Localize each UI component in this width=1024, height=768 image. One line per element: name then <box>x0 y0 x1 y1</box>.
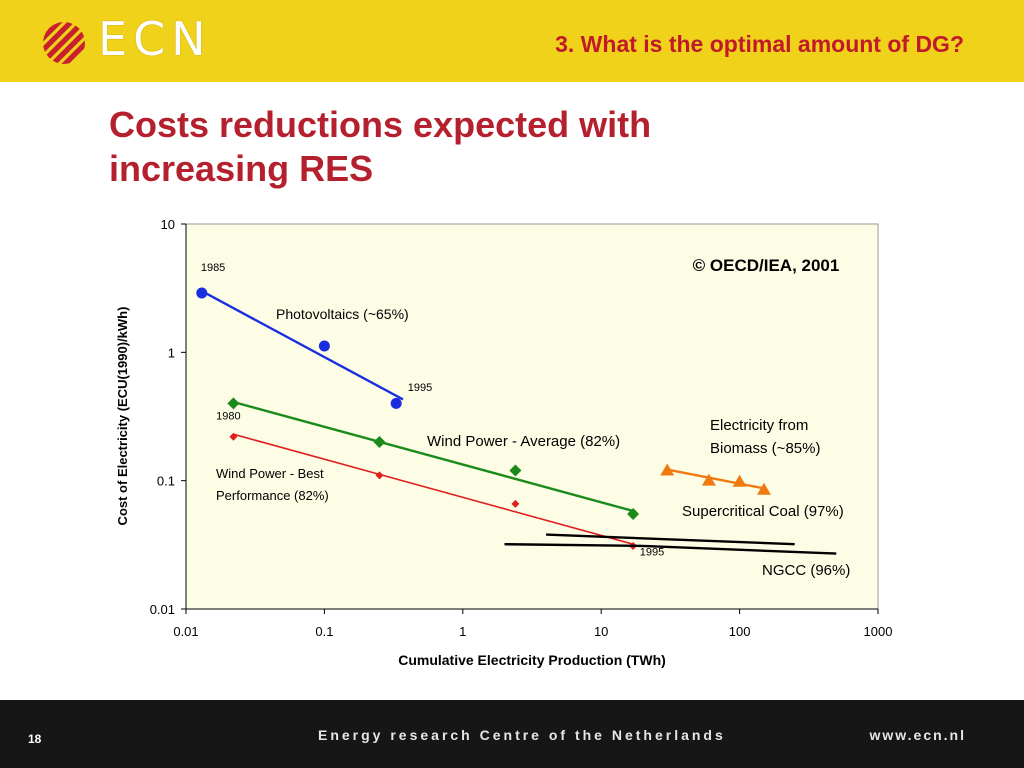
section-title: 3. What is the optimal amount of DG? <box>555 31 964 57</box>
data-point <box>660 463 675 476</box>
series-label-wind-average: Wind Power - Average (82%) <box>427 433 620 450</box>
data-point <box>229 432 238 441</box>
slide-title-line-1: Costs reductions expected with <box>109 104 652 145</box>
x-tick-label: 10 <box>594 624 608 639</box>
series-label-ngcc: NGCC (96%) <box>762 562 850 579</box>
logo-text: ECN <box>98 12 212 66</box>
header-bar: ECN 3. What is the optimal amount of DG? <box>0 0 1024 82</box>
data-point <box>701 473 716 486</box>
series-label-biomass-line-1: Electricity from <box>710 417 808 434</box>
y-tick-label: 10 <box>161 217 175 232</box>
x-tick-label: 100 <box>729 624 751 639</box>
copyright-label: © OECD/IEA, 2001 <box>693 256 840 275</box>
trend-line <box>233 433 634 545</box>
trend-line <box>666 468 765 490</box>
series-label-wind-best-line-2: Performance (82%) <box>216 488 329 503</box>
series-wind-average <box>227 397 640 520</box>
data-point <box>227 397 240 410</box>
trend-line <box>504 543 837 555</box>
y-tick-label: 0.01 <box>150 602 175 617</box>
data-point <box>511 499 520 508</box>
series-wind-best <box>229 432 638 550</box>
year-annotation: 1985 <box>201 262 225 274</box>
data-point <box>373 436 386 449</box>
x-tick-label: 0.01 <box>173 624 198 639</box>
series-label-wind-best-line-1: Wind Power - Best <box>216 466 324 481</box>
page-number: 18 <box>28 732 42 746</box>
year-annotation: 1980 <box>216 410 240 422</box>
series-label-photovoltaics: Photovoltaics (~65%) <box>276 306 409 322</box>
trend-line <box>546 533 795 546</box>
slide-title: Costs reductions expected with increasin… <box>109 103 809 191</box>
axis-layer: 0.01 0.1 1 10 0.01 0.1 1 10 100 1000 <box>150 217 893 639</box>
data-point <box>732 474 747 487</box>
cost-chart: 1985 1995 1980 1995 0.01 0.1 1 10 0.01 0.1 1 10 100… <box>115 217 893 668</box>
series-layer: 1985 1995 1980 1995 <box>196 262 837 559</box>
website-url: www.ecn.nl <box>869 727 966 743</box>
data-point <box>627 507 640 520</box>
footer-bar: 18 Energy research Centre of the Netherl… <box>0 700 1024 768</box>
data-point <box>375 471 384 480</box>
year-annotation: 1995 <box>408 382 432 394</box>
y-axis-label: Cost of Electricity (ECU(1990)/kWh) <box>115 307 130 526</box>
year-annotation: 1995 <box>640 547 664 559</box>
trend-line <box>233 400 634 513</box>
series-label-biomass-line-2: Biomass (~85%) <box>710 440 820 457</box>
series-label-biomass: Electricity from Biomass (~85%) <box>710 417 820 457</box>
data-point <box>390 397 402 409</box>
series-label-wind-best: Wind Power - Best Performance (82%) <box>216 466 329 503</box>
trend-line <box>201 290 404 401</box>
y-tick-label: 1 <box>168 345 175 360</box>
organization-name: Energy research Centre of the Netherland… <box>318 727 726 743</box>
x-tick-label: 1 <box>459 624 466 639</box>
series-label-supercritical-coal: Supercritical Coal (97%) <box>682 503 844 520</box>
slide-title-line-2: increasing RES <box>109 148 374 189</box>
series-ngcc <box>504 543 837 555</box>
data-point <box>318 340 330 352</box>
data-point <box>756 482 771 495</box>
x-tick-label: 1000 <box>864 624 893 639</box>
x-tick-label: 0.1 <box>315 624 333 639</box>
series-supercritical-coal <box>546 533 795 546</box>
data-point <box>509 464 522 477</box>
y-tick-label: 0.1 <box>157 474 175 489</box>
ecn-logo-icon <box>38 16 100 68</box>
series-photovoltaics <box>196 287 404 409</box>
x-axis-label: Cumulative Electricity Production (TWh) <box>398 652 666 668</box>
data-point <box>196 287 208 299</box>
series-biomass <box>660 463 771 495</box>
